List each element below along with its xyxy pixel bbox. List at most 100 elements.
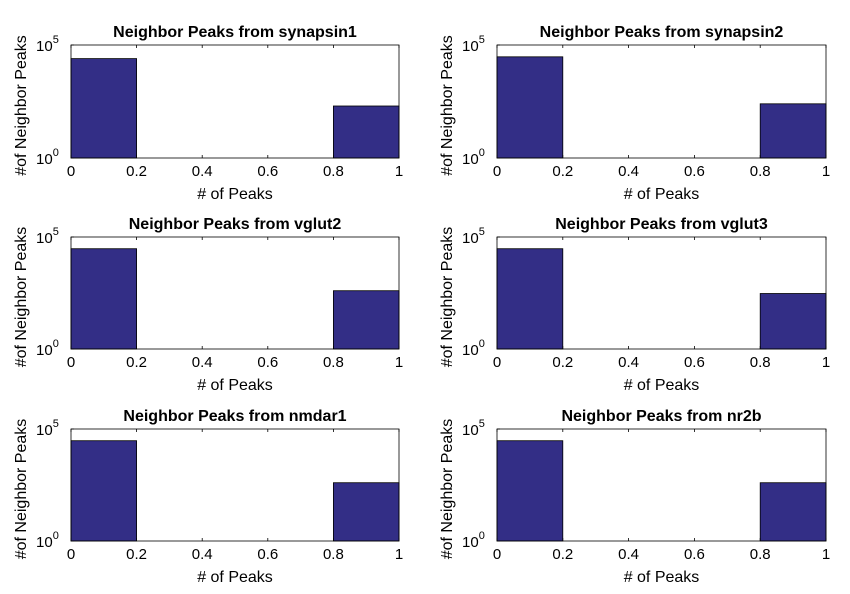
x-tick-label: 0.2	[552, 546, 573, 563]
x-tick-label: 0.4	[618, 354, 639, 371]
axes-box	[70, 428, 400, 542]
x-tick-label: 0.4	[192, 163, 213, 180]
y-axis-label: #of Neighbor Peaks	[439, 35, 456, 176]
histogram-bar	[70, 440, 137, 542]
histogram-bar	[70, 58, 137, 159]
chart-title: Neighbor Peaks from nmdar1	[123, 408, 346, 425]
y-tick-exponent: 5	[53, 418, 59, 430]
x-tick-label: 0.4	[192, 546, 213, 563]
histogram-bar	[759, 293, 827, 350]
histogram-bar	[496, 56, 564, 159]
axes-box	[496, 44, 827, 159]
y-tick-label: 100	[462, 530, 485, 551]
axes-box	[496, 428, 827, 542]
x-axis-label: # of Peaks	[624, 569, 700, 586]
y-tick-base: 10	[462, 151, 479, 168]
y-axis-label: #of Neighbor Peaks	[13, 227, 30, 368]
y-tick-label: 100	[462, 147, 485, 168]
y-axis-label: #of Neighbor Peaks	[439, 419, 456, 560]
x-tick-label: 0.6	[684, 354, 705, 371]
y-tick-label: 105	[36, 34, 59, 55]
histogram-bar	[332, 290, 400, 350]
x-tick-label: 1	[822, 546, 830, 563]
y-tick-exponent: 5	[479, 34, 485, 46]
histogram-bar	[332, 105, 400, 159]
x-tick-label: 1	[822, 163, 830, 180]
y-tick-label: 100	[462, 338, 485, 359]
y-tick-label: 105	[462, 226, 485, 247]
y-tick-label: 105	[462, 34, 485, 55]
chart-title: Neighbor Peaks from synapsin2	[540, 24, 784, 41]
y-tick-exponent: 0	[479, 147, 485, 159]
histogram-bar	[70, 248, 137, 350]
x-axis-label: # of Peaks	[624, 186, 700, 203]
histogram-panel-4: 0 0.2 0.4 0.6 0.8 1 100 105 Neighbor Peaks from …	[439, 216, 830, 394]
x-axis-label: # of Peaks	[197, 569, 273, 586]
x-tick-label: 0	[67, 354, 75, 371]
x-tick-label: 0.6	[257, 354, 278, 371]
y-tick-exponent: 0	[479, 530, 485, 542]
x-tick-label: 0.8	[323, 163, 344, 180]
histogram-bar	[759, 482, 827, 542]
x-tick-label: 0.4	[192, 354, 213, 371]
y-tick-base: 10	[36, 151, 53, 168]
y-tick-label: 105	[36, 226, 59, 247]
x-tick-label: 0.2	[126, 163, 147, 180]
histogram-bar	[759, 103, 827, 159]
axes-box	[70, 44, 400, 159]
y-tick-label: 105	[462, 418, 485, 439]
x-axis-label: # of Peaks	[197, 186, 273, 203]
x-tick-label: 0.6	[684, 163, 705, 180]
x-axis-label: # of Peaks	[197, 377, 273, 394]
chart-title: Neighbor Peaks from vglut2	[129, 216, 342, 233]
x-tick-label: 0	[493, 354, 501, 371]
y-tick-base: 10	[36, 422, 53, 439]
histogram-bar	[332, 482, 400, 542]
x-tick-label: 0.8	[750, 354, 771, 371]
y-tick-exponent: 5	[479, 226, 485, 238]
x-tick-label: 0.8	[750, 546, 771, 563]
x-tick-label: 0.2	[552, 354, 573, 371]
x-tick-label: 1	[822, 354, 830, 371]
y-tick-base: 10	[36, 534, 53, 551]
x-tick-label: 0	[493, 163, 501, 180]
y-tick-label: 105	[36, 418, 59, 439]
histogram-bar	[496, 248, 564, 350]
y-tick-base: 10	[462, 38, 479, 55]
axes-box	[70, 236, 400, 350]
histogram-bar	[496, 440, 564, 542]
y-tick-exponent: 5	[479, 418, 485, 430]
x-tick-label: 0.4	[618, 546, 639, 563]
y-tick-label: 100	[36, 530, 59, 551]
x-tick-label: 1	[395, 546, 403, 563]
x-tick-label: 0.2	[552, 163, 573, 180]
y-axis-label: #of Neighbor Peaks	[13, 419, 30, 560]
y-tick-base: 10	[462, 230, 479, 247]
y-tick-label: 100	[36, 147, 59, 168]
y-tick-exponent: 0	[53, 338, 59, 350]
y-tick-exponent: 0	[53, 147, 59, 159]
x-tick-label: 0.8	[323, 354, 344, 371]
x-tick-label: 0	[493, 546, 501, 563]
y-tick-base: 10	[36, 38, 53, 55]
chart-title: Neighbor Peaks from vglut3	[555, 216, 768, 233]
y-tick-label: 100	[36, 338, 59, 359]
x-tick-label: 0.4	[618, 163, 639, 180]
y-tick-base: 10	[36, 230, 53, 247]
x-tick-label: 0.2	[126, 354, 147, 371]
x-tick-label: 0.8	[750, 163, 771, 180]
x-axis-label: # of Peaks	[624, 377, 700, 394]
y-tick-exponent: 5	[53, 226, 59, 238]
y-tick-exponent: 0	[53, 530, 59, 542]
x-tick-label: 0.6	[257, 546, 278, 563]
y-axis-label: #of Neighbor Peaks	[439, 227, 456, 368]
x-tick-label: 0.6	[257, 163, 278, 180]
chart-title: Neighbor Peaks from nr2b	[561, 408, 761, 425]
x-tick-label: 0.2	[126, 546, 147, 563]
